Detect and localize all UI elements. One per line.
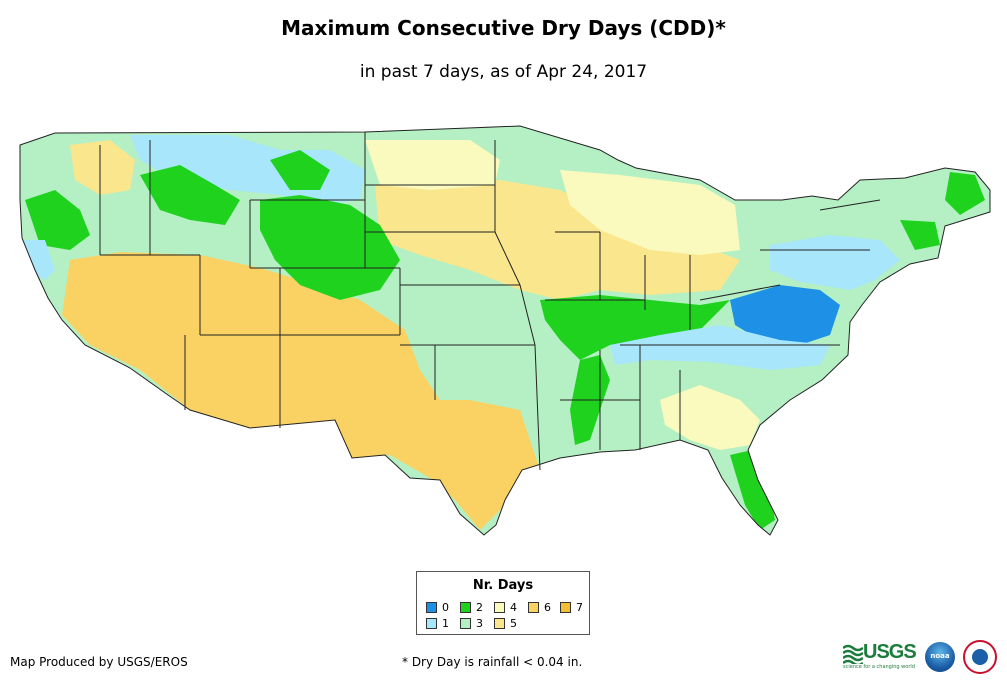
border-east-lines xyxy=(545,199,881,450)
producer-credit: Map Produced by USGS/EROS xyxy=(10,655,188,669)
region-southeast-4 xyxy=(660,385,760,450)
noaa-wordmark: noaa xyxy=(930,652,950,660)
usgs-wave-icon xyxy=(843,644,863,664)
legend-item-6: 6 xyxy=(528,602,551,614)
state-boundaries xyxy=(19,125,991,536)
legend-label-2: 2 xyxy=(476,601,483,614)
legend-swatch-2 xyxy=(460,602,471,613)
legend-item-0: 0 xyxy=(426,602,449,614)
legend-label-5: 5 xyxy=(510,617,517,630)
region-tennessee-1 xyxy=(610,325,830,370)
legend-item-3: 3 xyxy=(460,618,483,630)
nws-emblem-icon xyxy=(972,649,988,665)
legend-swatch-0 xyxy=(426,602,437,613)
legend-swatch-1 xyxy=(426,618,437,629)
region-oregon-5 xyxy=(70,140,135,195)
legend-label-0: 0 xyxy=(442,601,449,614)
legend-label-6: 6 xyxy=(544,601,551,614)
map-subtitle: in past 7 days, as of Apr 24, 2017 xyxy=(359,62,648,82)
usgs-logo: USGS science for a changing world xyxy=(843,641,919,670)
legend-item-2: 2 xyxy=(460,602,483,614)
legend-label-7: 7 xyxy=(576,601,583,614)
legend-swatch-6 xyxy=(528,602,539,613)
legend-swatch-5 xyxy=(494,618,505,629)
region-midwest xyxy=(375,180,740,300)
region-montana-2 xyxy=(270,150,330,190)
legend-title: Nr. Days xyxy=(472,578,534,593)
border-plains-lines xyxy=(365,140,541,471)
region-northeast-1 xyxy=(770,235,900,290)
region-northern-plains xyxy=(365,140,500,190)
region-southwest xyxy=(62,252,540,530)
legend-item-5: 5 xyxy=(494,618,517,630)
legend-swatch-4 xyxy=(494,602,505,613)
legend-label-3: 3 xyxy=(476,617,483,630)
legend: Nr. Days 0 1 2 3 4 5 6 7 xyxy=(416,571,590,635)
legend-item-4: 4 xyxy=(494,602,517,614)
region-pnw-coast-2 xyxy=(25,190,90,250)
dry-day-footnote: * Dry Day is rainfall < 0.04 in. xyxy=(402,655,583,669)
border-west-lines xyxy=(99,132,401,428)
map-title: Maximum Consecutive Dry Days (CDD)* xyxy=(281,16,726,40)
legend-swatch-3 xyxy=(460,618,471,629)
region-appalachia-0 xyxy=(730,285,840,345)
region-upper-midwest xyxy=(560,170,740,255)
region-florida-2 xyxy=(730,450,775,530)
legend-label-4: 4 xyxy=(510,601,517,614)
noaa-logo: noaa xyxy=(925,642,955,672)
cdd-regions xyxy=(20,126,990,535)
region-mass-2 xyxy=(900,220,940,250)
region-new-england-2 xyxy=(945,172,985,215)
legend-swatch-7 xyxy=(560,602,571,613)
legend-item-1: 1 xyxy=(426,618,449,630)
region-midsouth-2 xyxy=(540,295,730,360)
usgs-tagline: science for a changing world xyxy=(843,664,915,670)
region-idaho-2 xyxy=(140,165,240,225)
nws-logo xyxy=(963,640,997,674)
usgs-wordmark: USGS xyxy=(863,641,917,663)
legend-item-7: 7 xyxy=(560,602,583,614)
legend-label-1: 1 xyxy=(442,617,449,630)
